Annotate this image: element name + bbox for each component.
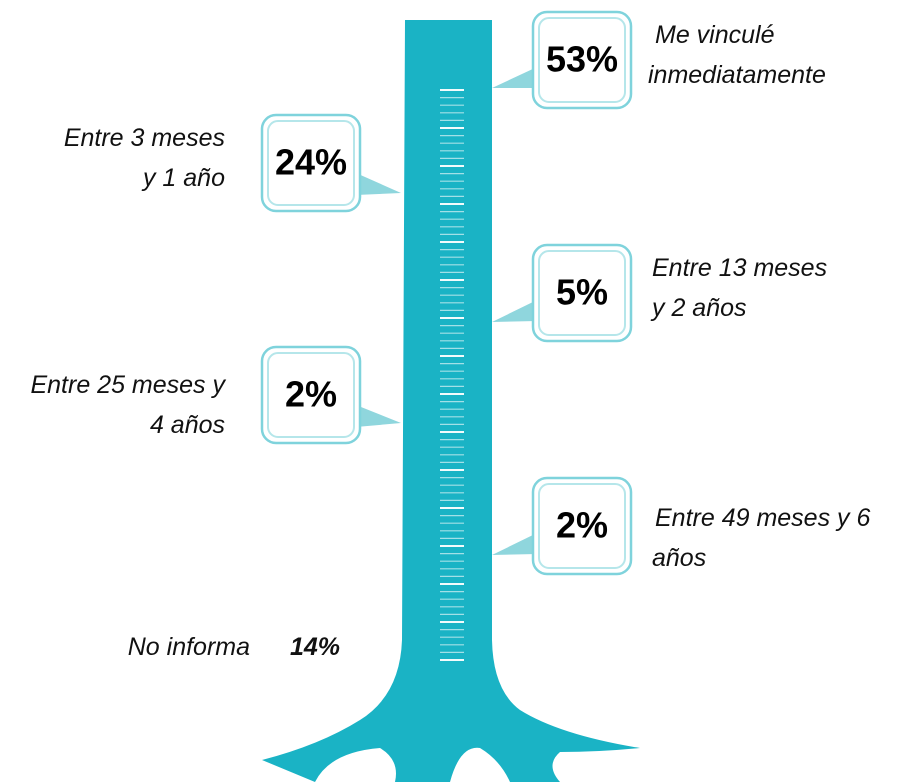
label-line: Entre 13 meses — [652, 254, 827, 282]
percent: 2% — [285, 374, 337, 415]
label-line: y 1 año — [141, 164, 225, 192]
percent: 2% — [556, 505, 608, 546]
pointer — [356, 405, 401, 427]
label-line: años — [652, 544, 706, 572]
pointer — [492, 300, 537, 322]
pointer — [356, 173, 401, 195]
label-line: Me vinculé — [655, 21, 775, 49]
percent: 53% — [546, 39, 618, 80]
label-line: Entre 3 meses — [64, 124, 225, 152]
percent: 5% — [556, 272, 608, 313]
pointer — [492, 67, 537, 88]
label-line: Entre 25 meses y — [30, 371, 226, 399]
label-line: y 2 años — [650, 294, 747, 322]
footer-label: No informa — [128, 633, 250, 661]
infographic: 53% Me vinculé inmediatamente 24% Entre 3 me… — [0, 0, 904, 782]
label-line: 4 años — [150, 411, 225, 439]
pointer — [492, 533, 537, 555]
label-line: Entre 49 meses y 6 — [655, 504, 870, 532]
label-line: inmediatamente — [648, 61, 826, 89]
footer-value: 14% — [290, 633, 340, 661]
percent: 24% — [275, 142, 347, 183]
